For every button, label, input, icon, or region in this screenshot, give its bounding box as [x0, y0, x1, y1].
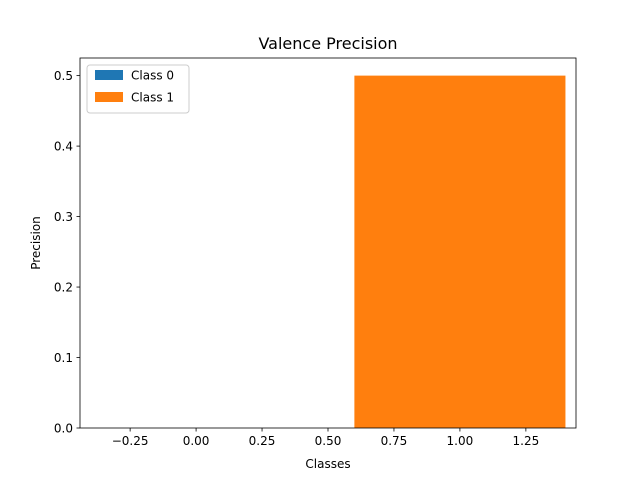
x-tick-label: 1.00	[447, 434, 474, 448]
x-axis-ticks: −0.25 0.00 0.25 0.50 0.75 1.00 1.25	[112, 428, 539, 448]
legend: Class 0 Class 1	[86, 64, 190, 114]
bars-group	[354, 75, 566, 428]
chart-title: Valence Precision	[258, 34, 397, 53]
x-tick-label: 0.75	[381, 434, 408, 448]
x-tick-label: 0.00	[183, 434, 210, 448]
legend-swatch	[95, 92, 123, 102]
legend-label: Class 0	[131, 69, 174, 83]
legend-swatch	[95, 70, 123, 80]
x-tick-label: 0.25	[249, 434, 276, 448]
y-tick-label: 0.1	[54, 351, 73, 365]
y-tick-label: 0.2	[54, 281, 73, 295]
y-tick-label: 0.4	[54, 140, 73, 154]
x-tick-label: 1.25	[513, 434, 540, 448]
x-axis-label: Classes	[305, 457, 350, 471]
y-axis-ticks: 0.0 0.1 0.2 0.3 0.4 0.5	[54, 69, 80, 436]
y-tick-label: 0.0	[54, 422, 73, 436]
bar-class-1	[354, 75, 566, 428]
x-tick-label: 0.50	[315, 434, 342, 448]
legend-label: Class 1	[131, 91, 174, 105]
x-tick-label: −0.25	[112, 434, 149, 448]
y-axis-label: Precision	[29, 216, 43, 270]
y-tick-label: 0.5	[54, 69, 73, 83]
y-tick-label: 0.3	[54, 210, 73, 224]
